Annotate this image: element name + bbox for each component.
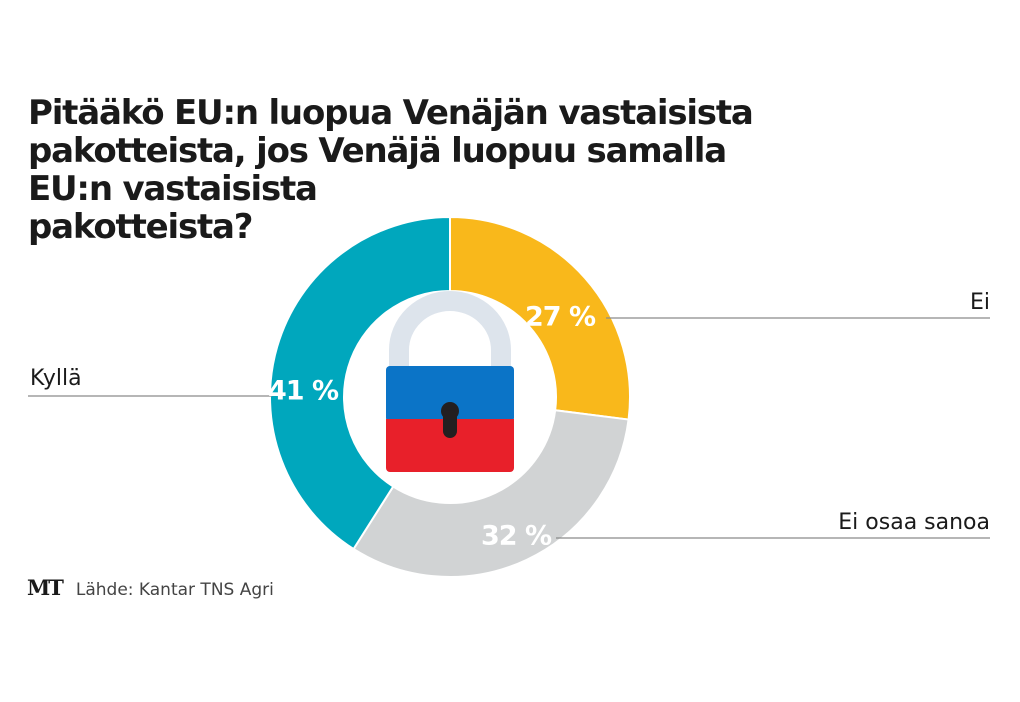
padlock-russian-flag-icon (386, 291, 514, 472)
title-line: EU:n vastaisista (28, 169, 318, 209)
source-text: Lähde: Kantar TNS Agri (75, 580, 274, 600)
value-label: 27 % (525, 302, 596, 333)
mt-logo: MT (27, 575, 64, 600)
legend-label-kylla: Kyllä (30, 366, 82, 391)
legend-label-ei-osaa-sanoa: Ei osaa sanoa (838, 510, 990, 535)
leader-lines (28, 317, 990, 539)
padlock-shackle (389, 291, 511, 368)
value-labels: 27 % 32 % 41 % (268, 302, 597, 552)
donut-slice-kyllä (269, 215, 451, 551)
keyhole-slot (443, 410, 457, 438)
donut-slice-ei-osaa-sanoa (352, 409, 630, 578)
donut-slice-ei (449, 215, 631, 421)
legend-label-ei: Ei (969, 290, 990, 315)
padlock-body-red (386, 419, 514, 472)
padlock-body-blue (386, 366, 514, 422)
title-line: pakotteista, jos Venäjä luopuu samalla (28, 131, 727, 171)
title-line: pakotteista? (28, 207, 254, 247)
chart-title: Pitääkö EU:n luopua Venäjän vastaisista … (28, 94, 848, 246)
title-line: Pitääkö EU:n luopua Venäjän vastaisista (28, 93, 754, 133)
donut-slices (269, 215, 631, 578)
value-label: 32 % (481, 521, 552, 552)
value-label: 41 % (268, 376, 339, 407)
footer: MT Lähde: Kantar TNS Agri (27, 575, 274, 600)
